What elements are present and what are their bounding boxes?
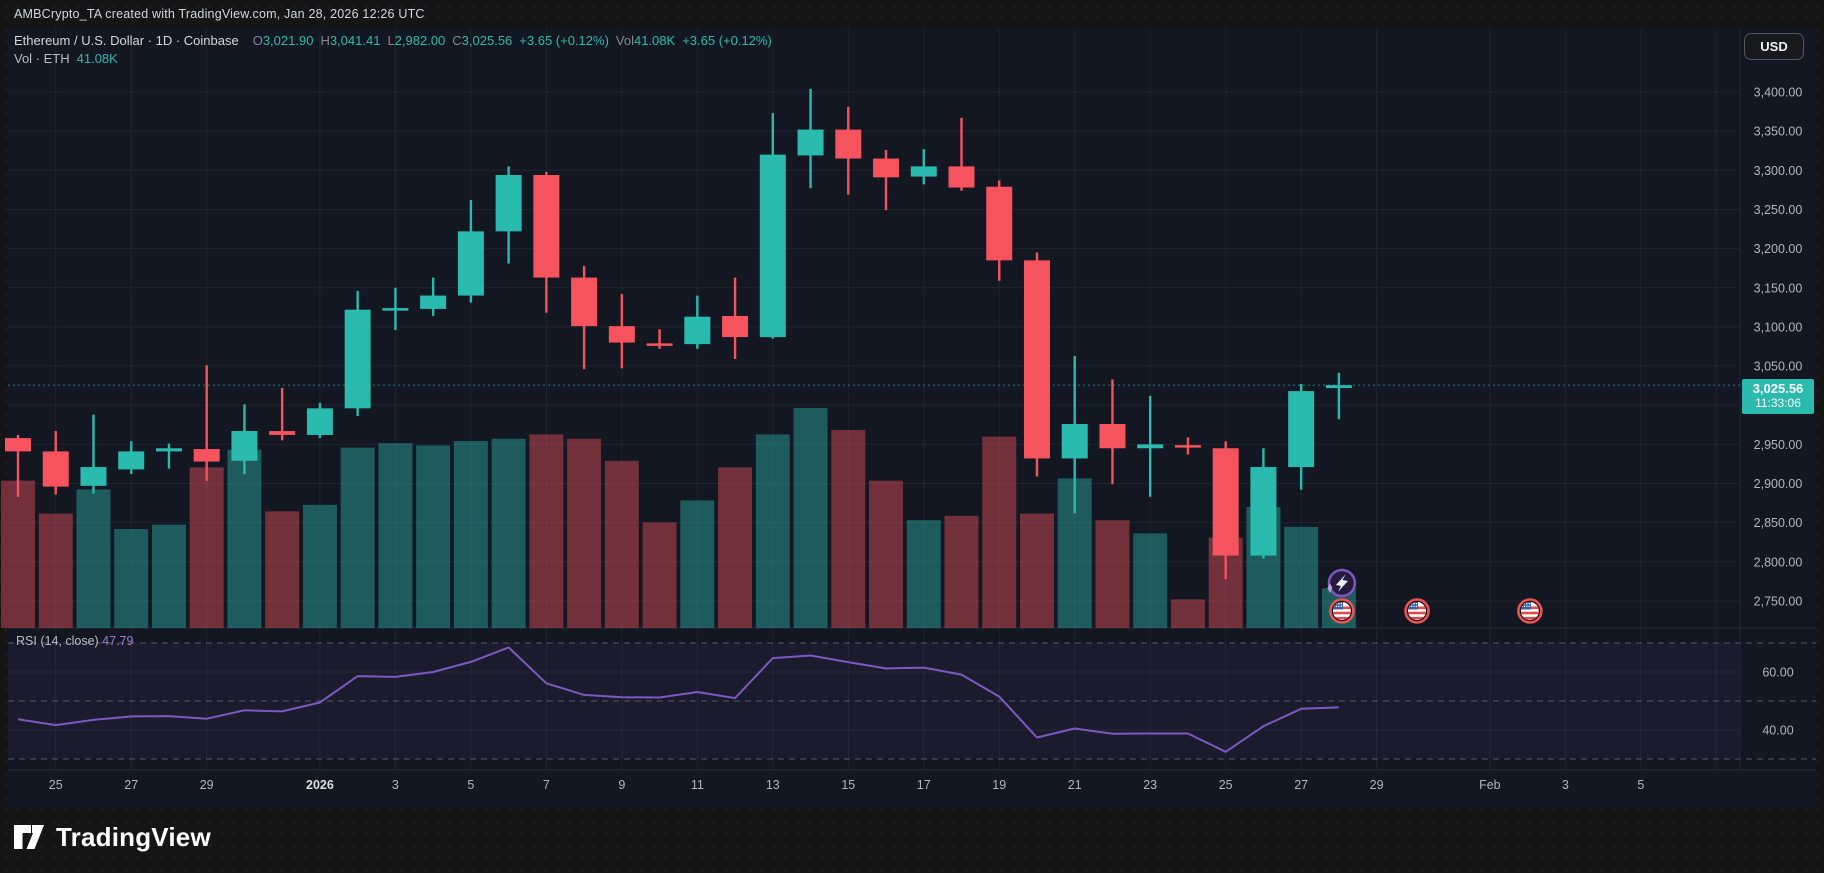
calendar-lightning-icon[interactable] xyxy=(1327,568,1357,598)
svg-text:2026: 2026 xyxy=(306,778,334,792)
low-value: 2,982.00 xyxy=(394,33,446,48)
svg-text:3: 3 xyxy=(1562,778,1569,792)
change-pct-value: +3.65 (+0.12%) xyxy=(682,33,772,48)
vol-value: 41.08K xyxy=(633,33,676,48)
svg-text:27: 27 xyxy=(1294,778,1308,792)
low-label: L xyxy=(387,33,395,48)
us-flag-event-icon[interactable] xyxy=(1517,598,1543,624)
svg-text:3: 3 xyxy=(392,778,399,792)
svg-text:17: 17 xyxy=(917,778,931,792)
svg-text:27: 27 xyxy=(124,778,138,792)
svg-text:9: 9 xyxy=(618,778,625,792)
svg-text:25: 25 xyxy=(49,778,63,792)
volume-legend-value: 41.08K xyxy=(76,51,118,66)
last-price-tag: 3,025.56 11:33:06 xyxy=(1742,379,1814,414)
us-flag-event-icon[interactable] xyxy=(1329,598,1355,624)
high-label: H xyxy=(320,33,330,48)
rsi-legend[interactable]: RSI (14, close) 47.79 xyxy=(16,634,133,648)
svg-text:29: 29 xyxy=(200,778,214,792)
event-markers[interactable] xyxy=(1327,568,1543,624)
svg-text:3,400.00: 3,400.00 xyxy=(1754,86,1803,100)
svg-text:2,950.00: 2,950.00 xyxy=(1754,438,1803,452)
currency-toggle-button[interactable]: USD xyxy=(1744,33,1804,60)
rsi-line xyxy=(17,646,1339,753)
rsi-gridlines xyxy=(8,671,1740,731)
svg-text:13: 13 xyxy=(766,778,780,792)
rsi-level-lines xyxy=(8,642,1816,760)
rsi-params: (14, close) xyxy=(40,634,99,648)
volume-legend-label: Vol · ETH xyxy=(14,51,70,66)
svg-text:3,100.00: 3,100.00 xyxy=(1754,320,1803,334)
svg-text:5: 5 xyxy=(1637,778,1644,792)
time-scale[interactable]: 25 27 29 2026 3 5 7 9 11 13 15 17 19 21 23 25 27 29 Feb 3 5 xyxy=(49,778,1645,792)
price-scale[interactable]: 3,400.00 3,350.00 3,300.00 3,250.00 3,200.00… xyxy=(1754,86,1803,738)
vol-label: Vol xyxy=(615,33,634,48)
us-flag-event-icon[interactable] xyxy=(1404,598,1430,624)
svg-text:2,900.00: 2,900.00 xyxy=(1754,477,1803,491)
symbol-legend[interactable]: Ethereum / U.S. Dollar · 1D · Coinbase O3… xyxy=(14,33,772,48)
change-value: +3.65 (+0.12%) xyxy=(519,33,609,48)
svg-text:60.00: 60.00 xyxy=(1762,666,1793,680)
bar-countdown: 11:33:06 xyxy=(1755,396,1801,410)
tradingview-logo-icon xyxy=(14,825,44,849)
volume-bars xyxy=(1,408,1356,628)
svg-text:3,150.00: 3,150.00 xyxy=(1754,281,1803,295)
svg-text:3,050.00: 3,050.00 xyxy=(1754,360,1803,374)
svg-text:2,750.00: 2,750.00 xyxy=(1754,594,1803,608)
svg-text:5: 5 xyxy=(467,778,474,792)
svg-text:29: 29 xyxy=(1370,778,1384,792)
svg-text:23: 23 xyxy=(1143,778,1157,792)
open-label: O xyxy=(252,33,263,48)
svg-text:7: 7 xyxy=(543,778,550,792)
attribution-title: AMBCrypto_TA created with TradingView.co… xyxy=(14,7,425,21)
svg-text:40.00: 40.00 xyxy=(1762,724,1793,738)
svg-text:3,200.00: 3,200.00 xyxy=(1754,242,1803,256)
tradingview-logo-text: TradingView xyxy=(56,821,211,852)
svg-text:15: 15 xyxy=(841,778,855,792)
close-label: C xyxy=(452,33,462,48)
rsi-name: RSI xyxy=(16,634,37,648)
tradingview-logo[interactable]: TradingView xyxy=(12,820,211,854)
svg-text:2,800.00: 2,800.00 xyxy=(1754,555,1803,569)
svg-text:19: 19 xyxy=(992,778,1006,792)
open-value: 3,021.90 xyxy=(262,33,314,48)
svg-text:3,300.00: 3,300.00 xyxy=(1754,164,1803,178)
svg-text:2,850.00: 2,850.00 xyxy=(1754,516,1803,530)
rsi-value: 47.79 xyxy=(102,634,134,648)
svg-text:21: 21 xyxy=(1068,778,1082,792)
candles xyxy=(5,88,1352,580)
close-value: 3,025.56 xyxy=(461,33,513,48)
high-value: 3,041.41 xyxy=(329,33,381,48)
symbol-title[interactable]: Ethereum / U.S. Dollar · 1D · Coinbase xyxy=(14,33,239,48)
svg-text:3,250.00: 3,250.00 xyxy=(1754,203,1803,217)
volume-legend[interactable]: Vol · ETH 41.08K xyxy=(14,51,118,66)
last-price-value: 3,025.56 xyxy=(1752,381,1804,396)
svg-text:Feb: Feb xyxy=(1479,778,1501,792)
svg-text:11: 11 xyxy=(691,778,704,792)
svg-text:3,350.00: 3,350.00 xyxy=(1754,125,1803,139)
rsi-band-fill xyxy=(8,643,1740,759)
svg-text:25: 25 xyxy=(1219,778,1233,792)
